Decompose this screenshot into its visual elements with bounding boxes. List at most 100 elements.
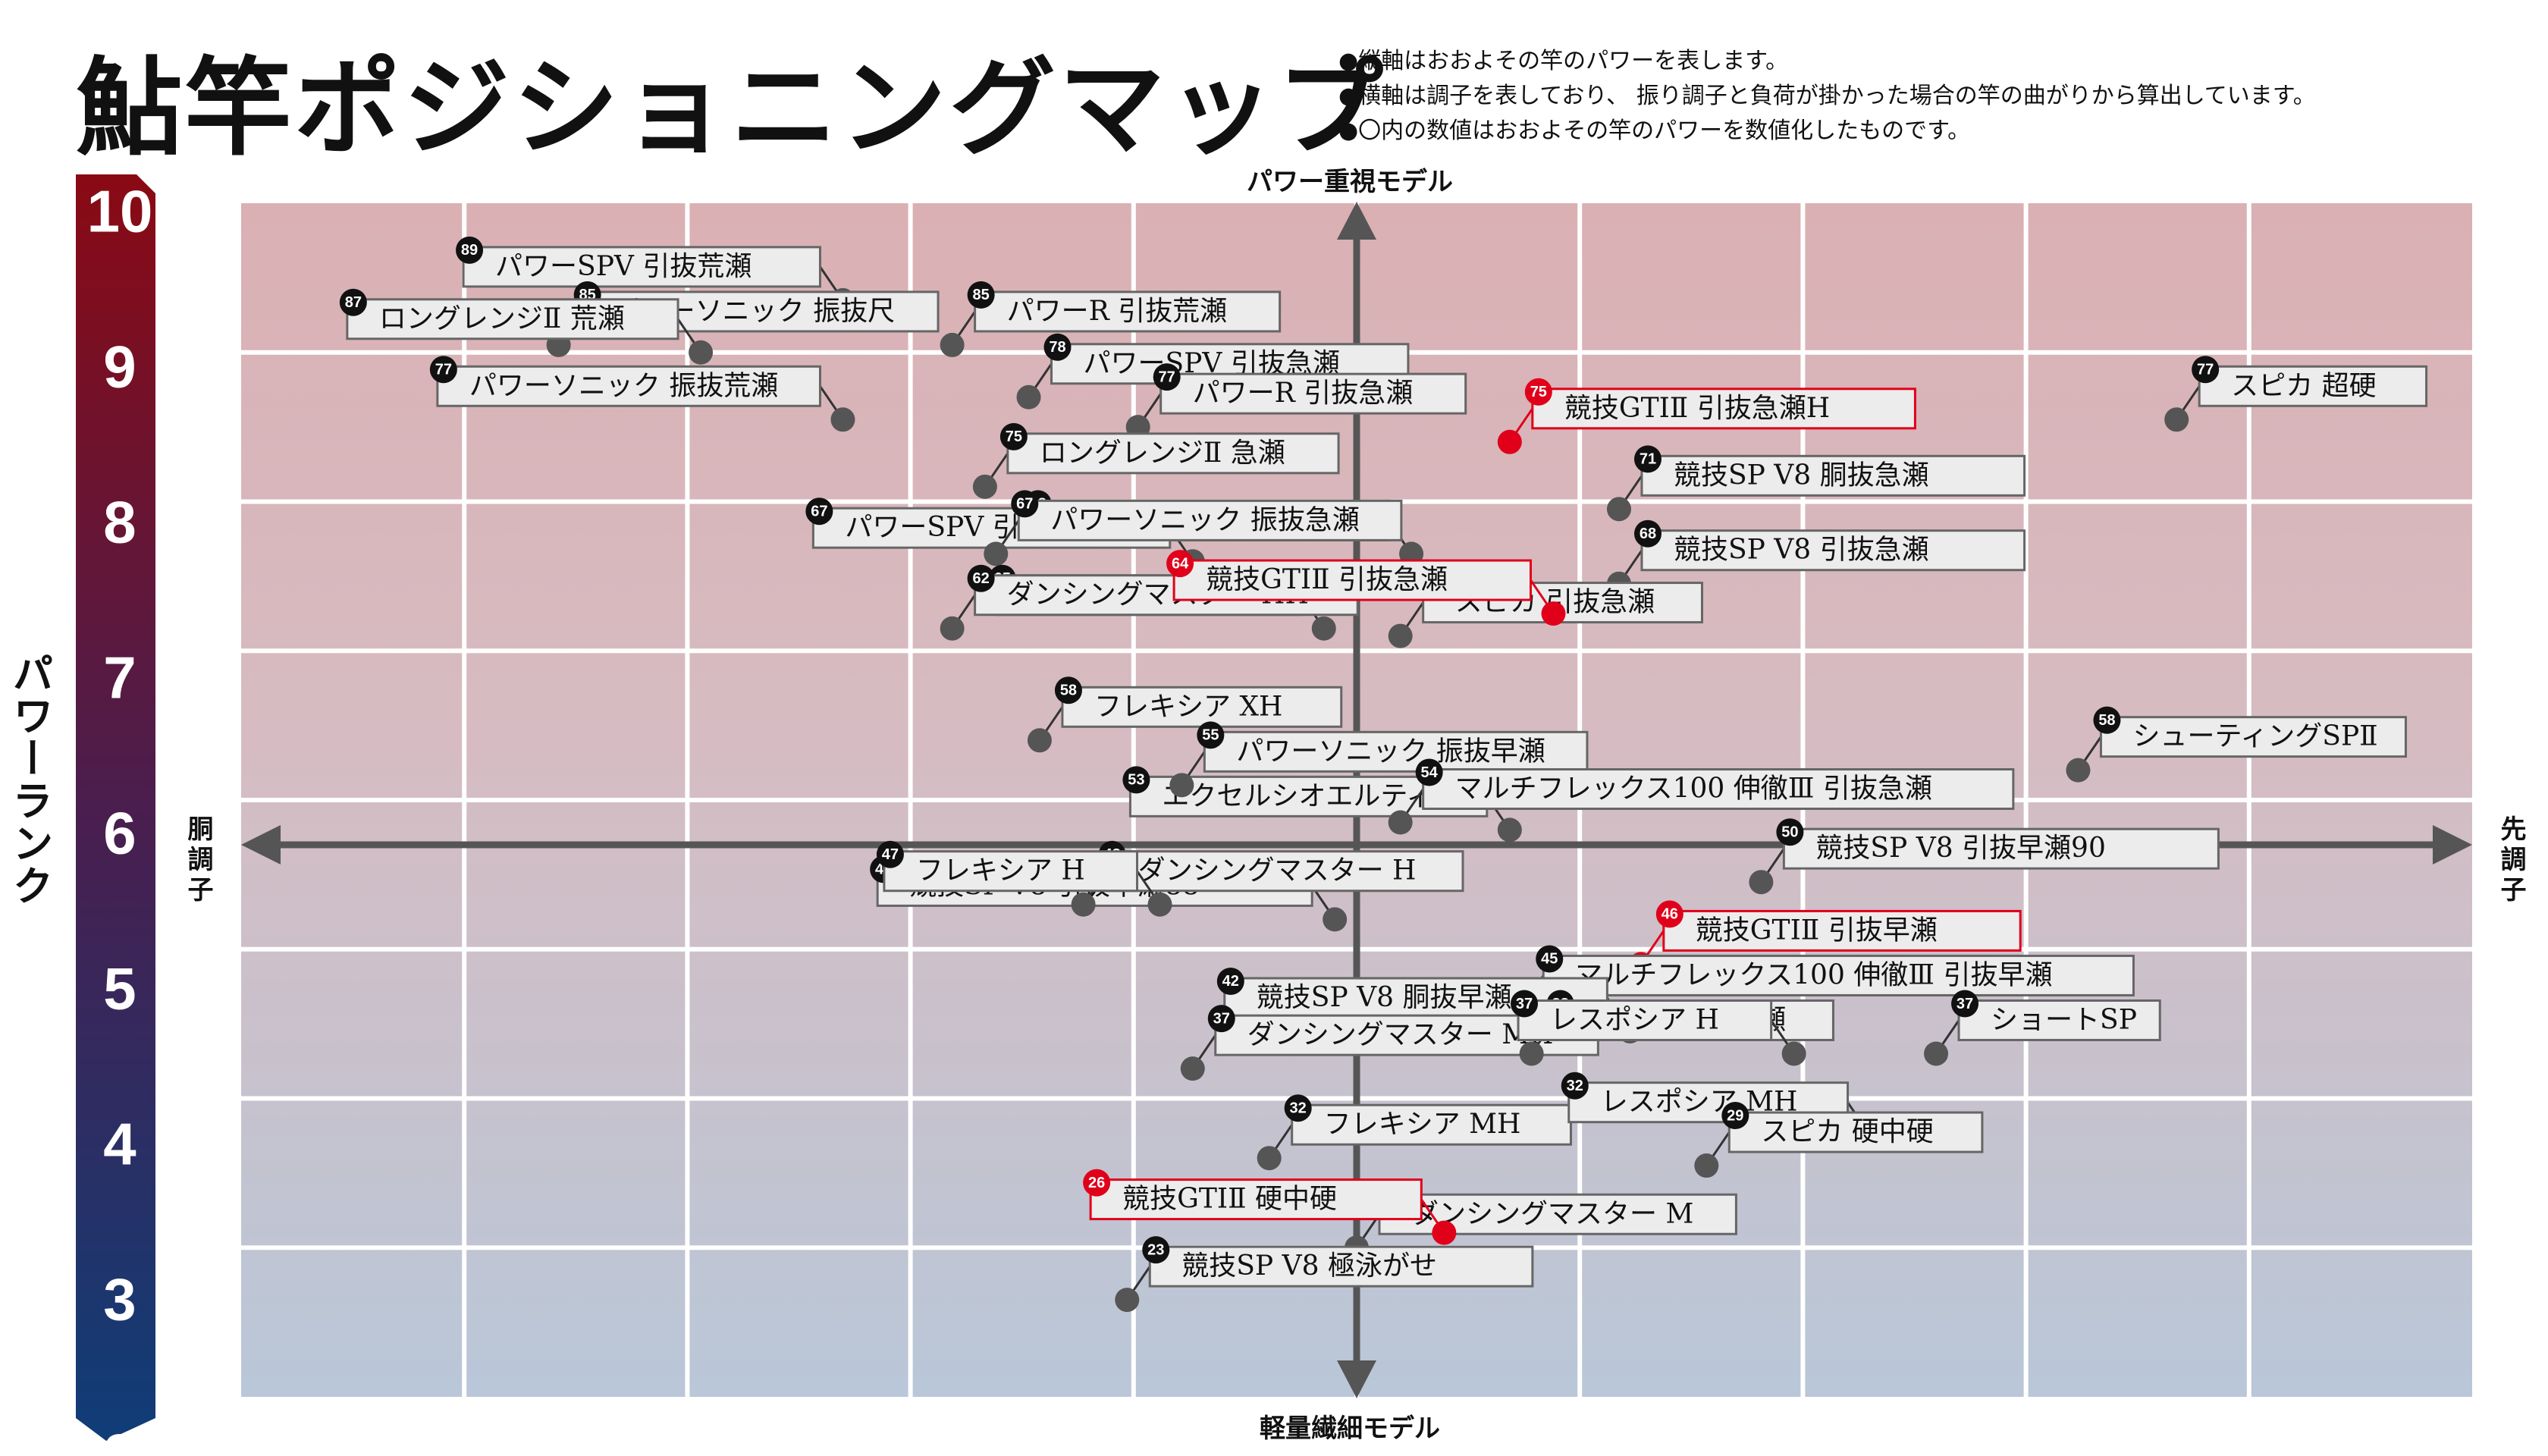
power-badge-value: 32 [1290, 1100, 1307, 1116]
data-point-group: パワーソニック 振抜急瀬 67 [984, 490, 1403, 566]
axis-arrow-down [1337, 1360, 1376, 1398]
rank-tick-label: 6 [103, 800, 136, 867]
point-label: 競技SP V8 極泳がせ [1181, 1250, 1437, 1282]
rank-tick-label: 8 [103, 489, 136, 556]
power-badge [967, 281, 995, 309]
point-label: マルチフレックス100 伸徹Ⅲ 引抜急瀬 [1455, 774, 1932, 805]
point-label: シューティングSPⅡ [2132, 721, 2377, 752]
point-label-box [462, 246, 821, 288]
note-1: ●縦軸はおおよその竿のパワーを表します。 [1338, 48, 1789, 74]
point-label: 競技GTⅠⅡ 引抜早瀬 [1696, 915, 1938, 946]
note-2: ●横軸は調子を表しており、 振り調子と負荷が掛かった場合の竿の曲がりから算出して… [1338, 83, 2316, 109]
data-point-group: パワーR 引抜急瀬 77 [1125, 363, 1467, 440]
power-badge [1721, 1102, 1749, 1130]
power-badge [2093, 706, 2121, 734]
power-badge-value: 32 [1567, 1078, 1583, 1094]
power-badge-value: 26 [1088, 1175, 1105, 1191]
point-label: パワーSPⅤ 引抜荒瀬 [495, 251, 752, 282]
data-point [1180, 1056, 1205, 1081]
power-badge-value: 67 [1016, 496, 1033, 513]
data-point [1016, 384, 1041, 410]
power-badge [1197, 721, 1225, 749]
point-label: フレキシア H [916, 855, 1085, 886]
rank-tick-label: 4 [103, 1111, 136, 1178]
power-badge-value: 75 [1530, 384, 1547, 400]
data-point-group: フレキシア H 47 [876, 840, 1172, 917]
power-badge-value: 77 [2197, 362, 2214, 378]
power-rank-bar [76, 174, 155, 1441]
point-label-box [2099, 716, 2407, 758]
data-point-group: 競技GTⅠⅡ 硬中硬 26 [1083, 1169, 1457, 1245]
point-label-box [1531, 388, 1916, 430]
rank-tick-label: 10 [87, 178, 153, 245]
point-label-box [1089, 1178, 1423, 1221]
point-label: レスポシア H [1550, 1004, 1719, 1035]
point-label-box [1662, 909, 2022, 952]
point-label-box [1105, 850, 1464, 893]
data-point-group: パワーソニック 振抜早瀬 55 [1169, 721, 1589, 798]
point-label: 競技GTⅠⅡ 引抜急瀬H [1564, 393, 1830, 424]
point-label: パワーR 引抜荒瀬 [1007, 296, 1228, 327]
point-label-box [1640, 454, 2026, 497]
power-badge [456, 236, 484, 264]
point-label-box [1172, 559, 1532, 601]
power-badge-value: 37 [1516, 996, 1533, 1012]
power-badge [2192, 356, 2220, 384]
data-point [1781, 1041, 1806, 1066]
power-badge [1153, 363, 1181, 391]
data-point [1497, 429, 1522, 454]
data-point [1311, 616, 1336, 641]
notes: ●縦軸はおおよその竿のパワーを表します。 ●横軸は調子を表しており、 振り調子と… [1338, 44, 2316, 149]
power-badge-value: 87 [345, 294, 362, 311]
data-point [1541, 601, 1566, 626]
power-badge-value: 67 [811, 503, 827, 519]
power-badge-value: 77 [435, 362, 452, 378]
power-badge-value: 77 [1159, 369, 1175, 385]
point-label: ダンシングマスター M [1411, 1198, 1693, 1229]
point-label: パワーソニック 振抜早瀬 [1236, 736, 1545, 767]
data-point [1497, 817, 1522, 843]
data-point-group: パワーSPⅤ 引抜荒瀬 89 [456, 236, 855, 312]
power-badge [1415, 758, 1443, 786]
power-badge [1633, 445, 1662, 473]
point-label: 競技GTⅠⅡ 硬中硬 [1122, 1184, 1337, 1215]
power-badge [1043, 333, 1072, 361]
data-point-group: パワーソニック 振抜荒瀬 77 [429, 356, 855, 432]
data-point [1071, 892, 1096, 917]
power-badge [1216, 967, 1244, 995]
data-point [689, 340, 714, 365]
power-badge-value: 85 [972, 287, 989, 303]
data-point [1432, 1220, 1457, 1245]
data-point-group: スピカ 硬中硬 29 [1694, 1102, 1984, 1178]
power-badge [805, 497, 833, 526]
power-badge-value: 58 [2098, 712, 2115, 729]
point-label: ロングレンジⅡ 荒瀬 [379, 303, 625, 334]
point-label: パワーR 引抜急瀬 [1193, 378, 1414, 409]
power-badge-value: 62 [972, 570, 989, 587]
power-badge [1166, 550, 1194, 578]
bottom-axis-label: 軽量繊細モデル [1260, 1414, 1440, 1444]
point-label-box [346, 298, 679, 340]
power-badge [1083, 1169, 1111, 1197]
right-axis-label: 先調子 [2496, 815, 2526, 906]
data-point-group: レスポシア H 37 [1511, 990, 1806, 1066]
power-badge [1511, 990, 1539, 1018]
data-point [1115, 1288, 1140, 1313]
power-badge [1524, 378, 1552, 406]
power-badge [1284, 1094, 1312, 1122]
data-point [1388, 623, 1413, 648]
power-badge [1633, 519, 1662, 548]
data-point [1027, 728, 1052, 753]
data-point [1257, 1146, 1282, 1171]
point-label: スピカ 超硬 [2231, 370, 2376, 401]
data-point [984, 541, 1009, 566]
point-label-box [1159, 372, 1467, 415]
power-badge-value: 46 [1662, 906, 1678, 923]
rank-tick-label: 7 [103, 645, 136, 711]
point-label-box [2198, 365, 2428, 407]
power-badge [1142, 1236, 1170, 1264]
point-label: ショートSP [1991, 1004, 2137, 1035]
data-point-group: 競技GTⅠⅡ 引抜急瀬 64 [1166, 550, 1566, 626]
point-label-box [1542, 954, 2135, 996]
